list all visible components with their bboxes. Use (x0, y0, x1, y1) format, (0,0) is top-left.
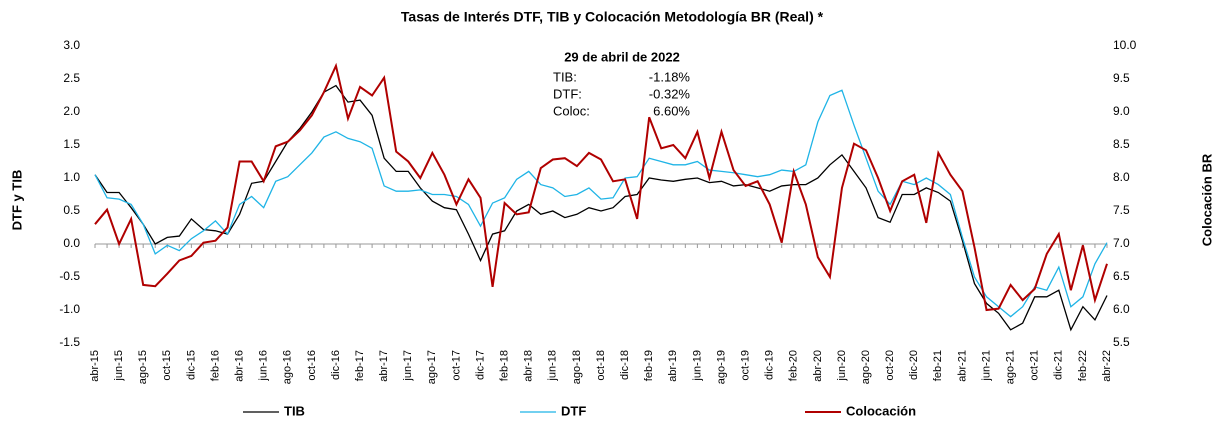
series-line (94, 62, 1108, 312)
x-tick-label: feb-21 (932, 350, 944, 381)
x-tick-label: dic-19 (764, 350, 776, 380)
x-tick-label: feb-19 (643, 350, 655, 381)
x-tick-label: abr-22 (1101, 350, 1113, 382)
y-tick-label: 3.0 (63, 38, 80, 52)
annotation-value: -1.18% (649, 69, 691, 84)
y2-tick-label: 6.0 (1113, 302, 1130, 316)
y2-tick-label: 10.0 (1113, 38, 1137, 52)
x-tick-label: ago-15 (137, 350, 149, 384)
y2-tick-label: 9.0 (1113, 104, 1130, 118)
x-tick-label: oct-20 (884, 350, 896, 381)
x-tick-label: dic-15 (185, 350, 197, 380)
x-tick-label: feb-20 (788, 350, 800, 381)
y-tick-label: 1.5 (63, 137, 80, 151)
y2-tick-label: 5.5 (1113, 335, 1130, 349)
x-tick-label: abr-15 (89, 350, 101, 382)
annotation-label: DTF: (553, 86, 582, 101)
chart-title: Tasas de Interés DTF, TIB y Colocación M… (401, 9, 824, 25)
annotation-value: -0.32% (649, 86, 691, 101)
x-tick-label: dic-17 (474, 350, 486, 380)
y2-tick-label: 6.5 (1113, 269, 1130, 283)
x-tick-label: dic-18 (619, 350, 631, 380)
x-tick-label: dic-20 (908, 350, 920, 380)
x-tick-label: oct-18 (595, 350, 607, 381)
x-tick-label: oct-17 (450, 350, 462, 381)
x-tick-label: oct-19 (739, 350, 751, 381)
y-tick-label: -1.5 (59, 335, 80, 349)
x-tick-label: jun-16 (258, 350, 270, 382)
x-tick-label: dic-21 (1053, 350, 1065, 380)
series-line (94, 84, 1108, 332)
y2-tick-label: 8.5 (1113, 137, 1130, 151)
x-tick-label: jun-17 (402, 350, 414, 382)
annotation-value: 6.60% (653, 103, 690, 118)
series-line (94, 89, 1108, 318)
x-tick-label: feb-18 (499, 350, 511, 381)
y-tick-label: 2.5 (63, 71, 80, 85)
x-tick-label: jun-15 (113, 350, 125, 382)
x-tick-label: abr-18 (523, 350, 535, 382)
legend-label: TIB (284, 403, 305, 418)
y-tick-label: 0.0 (63, 236, 80, 250)
y-tick-label: -0.5 (59, 269, 80, 283)
x-tick-label: ago-19 (715, 350, 727, 384)
x-tick-label: oct-15 (161, 350, 173, 381)
x-tick-label: oct-16 (306, 350, 318, 381)
x-tick-label: ago-18 (571, 350, 583, 384)
y2-axis-title: Colocación BR (1199, 153, 1214, 246)
x-tick-label: ago-16 (282, 350, 294, 384)
y-tick-label: -1.0 (59, 302, 80, 316)
annotation-date: 29 de abril de 2022 (564, 49, 680, 64)
x-tick-label: ago-17 (426, 350, 438, 384)
y2-tick-label: 9.5 (1113, 71, 1130, 85)
y-tick-label: 0.5 (63, 203, 80, 217)
x-tick-label: feb-16 (209, 350, 221, 381)
x-tick-label: oct-21 (1029, 350, 1041, 381)
x-tick-label: jun-21 (980, 350, 992, 382)
x-tick-label: dic-16 (330, 350, 342, 380)
annotation-label: TIB: (553, 69, 577, 84)
y-axis-title: DTF y TIB (9, 170, 24, 231)
x-tick-label: ago-21 (1005, 350, 1017, 384)
x-tick-label: abr-21 (956, 350, 968, 382)
x-tick-label: feb-17 (354, 350, 366, 381)
x-tick-label: abr-19 (667, 350, 679, 382)
x-tick-label: feb-22 (1077, 350, 1089, 381)
x-tick-label: abr-17 (378, 350, 390, 382)
x-tick-label: abr-16 (233, 350, 245, 382)
y2-tick-label: 8.0 (1113, 170, 1130, 184)
x-tick-label: jun-20 (836, 350, 848, 382)
y2-tick-label: 7.5 (1113, 203, 1130, 217)
x-tick-label: abr-20 (812, 350, 824, 382)
legend-label: DTF (561, 403, 586, 418)
y-tick-label: 2.0 (63, 104, 80, 118)
legend-label: Colocación (846, 403, 916, 418)
y-tick-label: 1.0 (63, 170, 80, 184)
y2-tick-label: 7.0 (1113, 236, 1130, 250)
x-tick-label: ago-20 (860, 350, 872, 384)
x-tick-label: jun-19 (691, 350, 703, 382)
x-tick-label: jun-18 (547, 350, 559, 382)
annotation-label: Coloc: (553, 103, 590, 118)
